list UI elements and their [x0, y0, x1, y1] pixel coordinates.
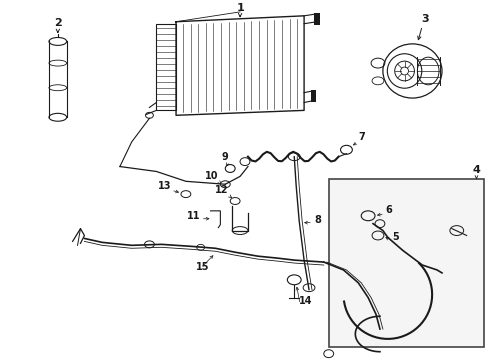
- Bar: [310, 90, 315, 102]
- Text: 13: 13: [157, 181, 171, 191]
- Text: 11: 11: [187, 211, 200, 221]
- Text: 15: 15: [195, 262, 209, 272]
- Text: 6: 6: [385, 205, 392, 215]
- Bar: [328, 179, 484, 347]
- Text: 8: 8: [313, 215, 320, 225]
- Bar: [156, 24, 176, 111]
- Text: 14: 14: [299, 296, 312, 306]
- Bar: [313, 13, 319, 25]
- Text: 9: 9: [221, 152, 228, 162]
- Text: 7: 7: [358, 132, 364, 142]
- Text: 2: 2: [54, 18, 61, 28]
- Text: 5: 5: [392, 233, 399, 242]
- Text: 4: 4: [471, 166, 479, 175]
- Text: 3: 3: [421, 14, 428, 24]
- Text: 12: 12: [214, 185, 228, 195]
- Text: 10: 10: [204, 171, 218, 181]
- Text: 1: 1: [236, 3, 244, 13]
